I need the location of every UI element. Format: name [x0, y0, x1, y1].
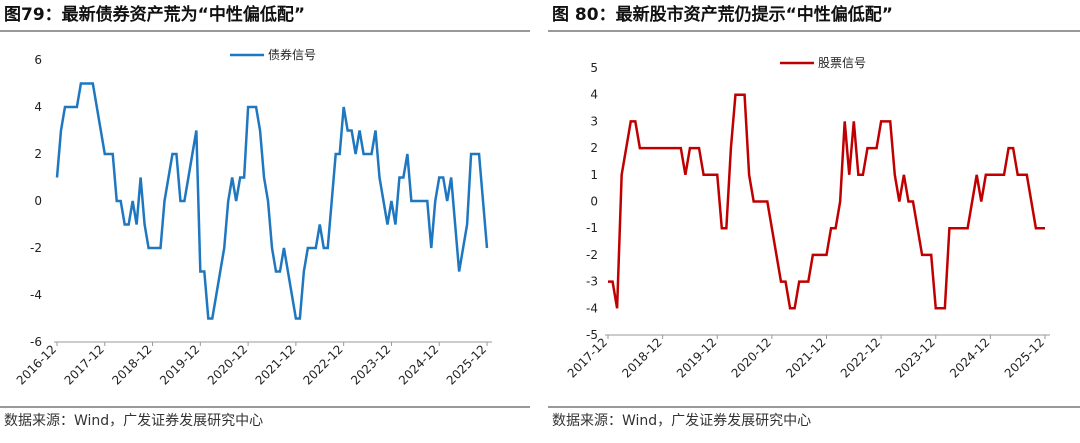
chart-title: 图79：最新债券资产荒为“中性偏低配”: [4, 4, 305, 25]
x-tick-label: 2016-12: [14, 342, 59, 387]
y-tick-label: -4: [30, 288, 42, 302]
y-tick-label: -5: [586, 328, 598, 342]
y-tick-label: -2: [586, 248, 598, 262]
y-tick-label: -1: [586, 221, 598, 235]
x-tick-label: 2020-12: [205, 342, 250, 387]
x-tick-label: 2024-12: [947, 335, 992, 380]
x-tick-label: 2021-12: [253, 342, 298, 387]
y-tick-label: 3: [590, 114, 598, 128]
x-tick-label: 2018-12: [619, 335, 664, 380]
x-tick-label: 2025-12: [1002, 335, 1047, 380]
legend-label: 债券信号: [268, 47, 316, 62]
y-tick-label: 0: [590, 195, 598, 209]
y-tick-label: -4: [586, 301, 598, 315]
x-tick-label: 2019-12: [674, 335, 719, 380]
x-tick-label: 2023-12: [893, 335, 938, 380]
x-tick-label: 2021-12: [783, 335, 828, 380]
y-tick-label: 4: [34, 100, 42, 114]
x-tick-label: 2023-12: [348, 342, 393, 387]
y-tick-label: 1: [590, 168, 598, 182]
x-tick-label: 2018-12: [109, 342, 154, 387]
x-tick-label: 2017-12: [565, 335, 610, 380]
x-tick-label: 2024-12: [396, 342, 441, 387]
chart-title: 图 80：最新股市资产荒仍提示“中性偏低配”: [552, 4, 893, 25]
y-tick-label: 0: [34, 194, 42, 208]
x-tick-label: 2025-12: [444, 342, 489, 387]
y-tick-label: -6: [30, 335, 42, 349]
x-tick-label: 2022-12: [838, 335, 883, 380]
data-line: [55, 82, 489, 320]
data-line: [608, 93, 1045, 310]
y-tick-label: 2: [34, 147, 42, 161]
y-tick-label: 6: [34, 53, 42, 67]
source: 数据来源：Wind，广发证券发展研究中心: [552, 413, 811, 429]
source: 数据来源：Wind，广发证券发展研究中心: [4, 413, 263, 429]
legend-label: 股票信号: [818, 56, 866, 70]
y-tick-label: 2: [590, 141, 598, 155]
y-tick-label: 5: [590, 61, 598, 75]
x-tick-label: 2019-12: [157, 342, 202, 387]
y-tick-label: -2: [30, 241, 42, 255]
x-tick-label: 2017-12: [62, 342, 107, 387]
x-tick-label: 2020-12: [729, 335, 774, 380]
y-tick-label: 4: [590, 88, 598, 102]
y-tick-label: -3: [586, 275, 598, 289]
x-tick-label: 2022-12: [300, 342, 345, 387]
